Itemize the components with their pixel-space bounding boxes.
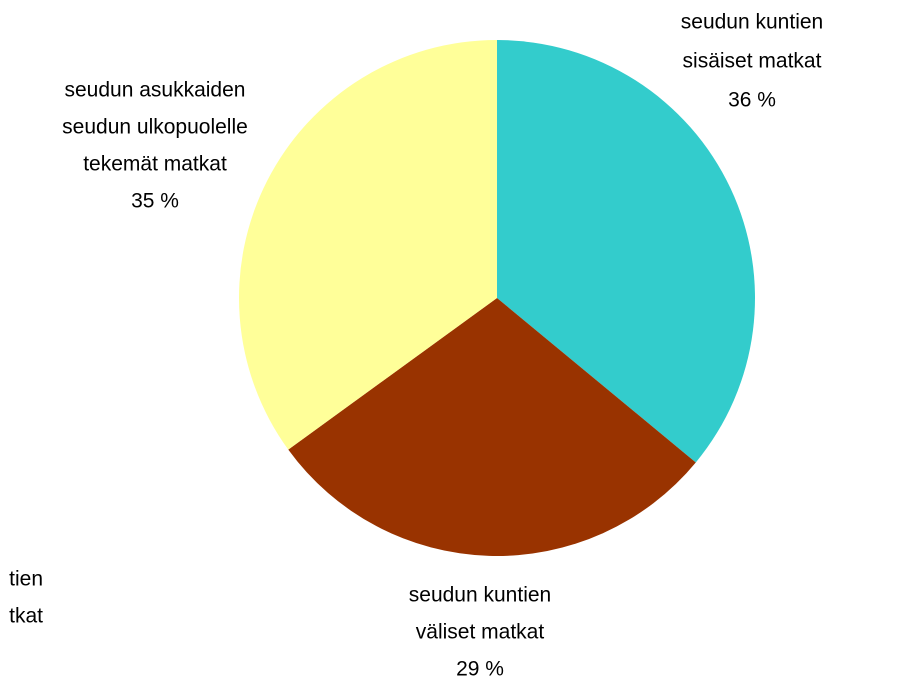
cropped-label: tien bbox=[9, 568, 43, 591]
slice-label: seudun kuntien bbox=[409, 584, 551, 607]
pie-slice bbox=[497, 40, 755, 463]
slice-label: tekemät matkat bbox=[83, 153, 227, 176]
slice-label: väliset matkat bbox=[416, 621, 545, 644]
slice-value-label: 29 % bbox=[456, 658, 504, 681]
slice-label: seudun ulkopuolelle bbox=[62, 116, 248, 139]
slice-value-label: 36 % bbox=[728, 89, 776, 112]
pie-slice bbox=[288, 298, 696, 556]
cropped-label: tkat bbox=[9, 605, 43, 628]
slice-label: sisäiset matkat bbox=[683, 50, 822, 73]
slice-label: seudun kuntien bbox=[681, 11, 823, 34]
slice-value-label: 35 % bbox=[131, 190, 179, 213]
pie-slice bbox=[239, 40, 498, 450]
slice-label: seudun asukkaiden bbox=[65, 79, 246, 102]
